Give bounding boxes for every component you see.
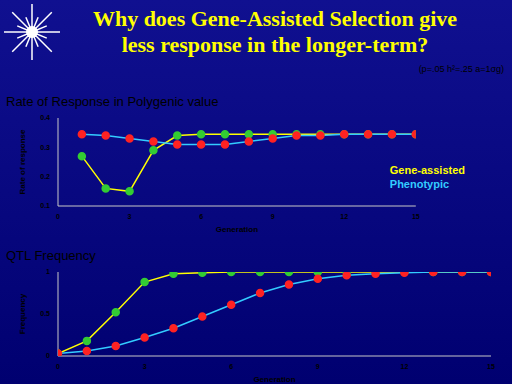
html-text:Why does Gene-Assisted Selecti: Why does Gene-Assisted Selection give <box>92 6 458 31</box>
svg-text:Frequency: Frequency <box>18 293 27 334</box>
html-text:Phenotypic: Phenotypic <box>389 178 450 191</box>
svg-text:0.3: 0.3 <box>40 144 50 151</box>
svg-text:Rate of response: Rate of response <box>18 129 27 194</box>
svg-text:0.4: 0.4 <box>40 114 50 121</box>
svg-text:0: 0 <box>56 213 60 220</box>
svg-text:0.5: 0.5 <box>40 310 50 317</box>
svg-text:9: 9 <box>316 363 320 370</box>
svg-text:6: 6 <box>199 213 203 220</box>
svg-text:9: 9 <box>271 213 275 220</box>
svg-text:0.1: 0.1 <box>40 202 50 209</box>
svg-text:15: 15 <box>487 363 495 370</box>
svg-text:0: 0 <box>46 352 50 359</box>
svg-text:12: 12 <box>401 363 409 370</box>
html-text:less response in the longer-te: less response in the longer-term? <box>121 32 429 57</box>
svg-text:0.2: 0.2 <box>40 173 50 180</box>
svg-text:Generation: Generation <box>253 375 295 384</box>
svg-text:12: 12 <box>340 213 348 220</box>
svg-text:3: 3 <box>143 363 147 370</box>
html-text:Rate of Response in Polygenic: Rate of Response in Polygenic value <box>6 94 219 109</box>
svg-text:15: 15 <box>412 213 420 220</box>
svg-text:Generation: Generation <box>216 225 258 234</box>
svg-text:6: 6 <box>229 363 233 370</box>
svg-text:1: 1 <box>46 268 50 275</box>
html-text:QTL Frequency: QTL Frequency <box>6 248 96 263</box>
html-text:(p=.05 h²=.25 a=1σg): (p=.05 h²=.25 a=1σg) <box>418 64 504 74</box>
svg-text:3: 3 <box>128 213 132 220</box>
svg-text:0: 0 <box>56 363 60 370</box>
html-text:Gene-assisted: Gene-assisted <box>389 164 465 177</box>
